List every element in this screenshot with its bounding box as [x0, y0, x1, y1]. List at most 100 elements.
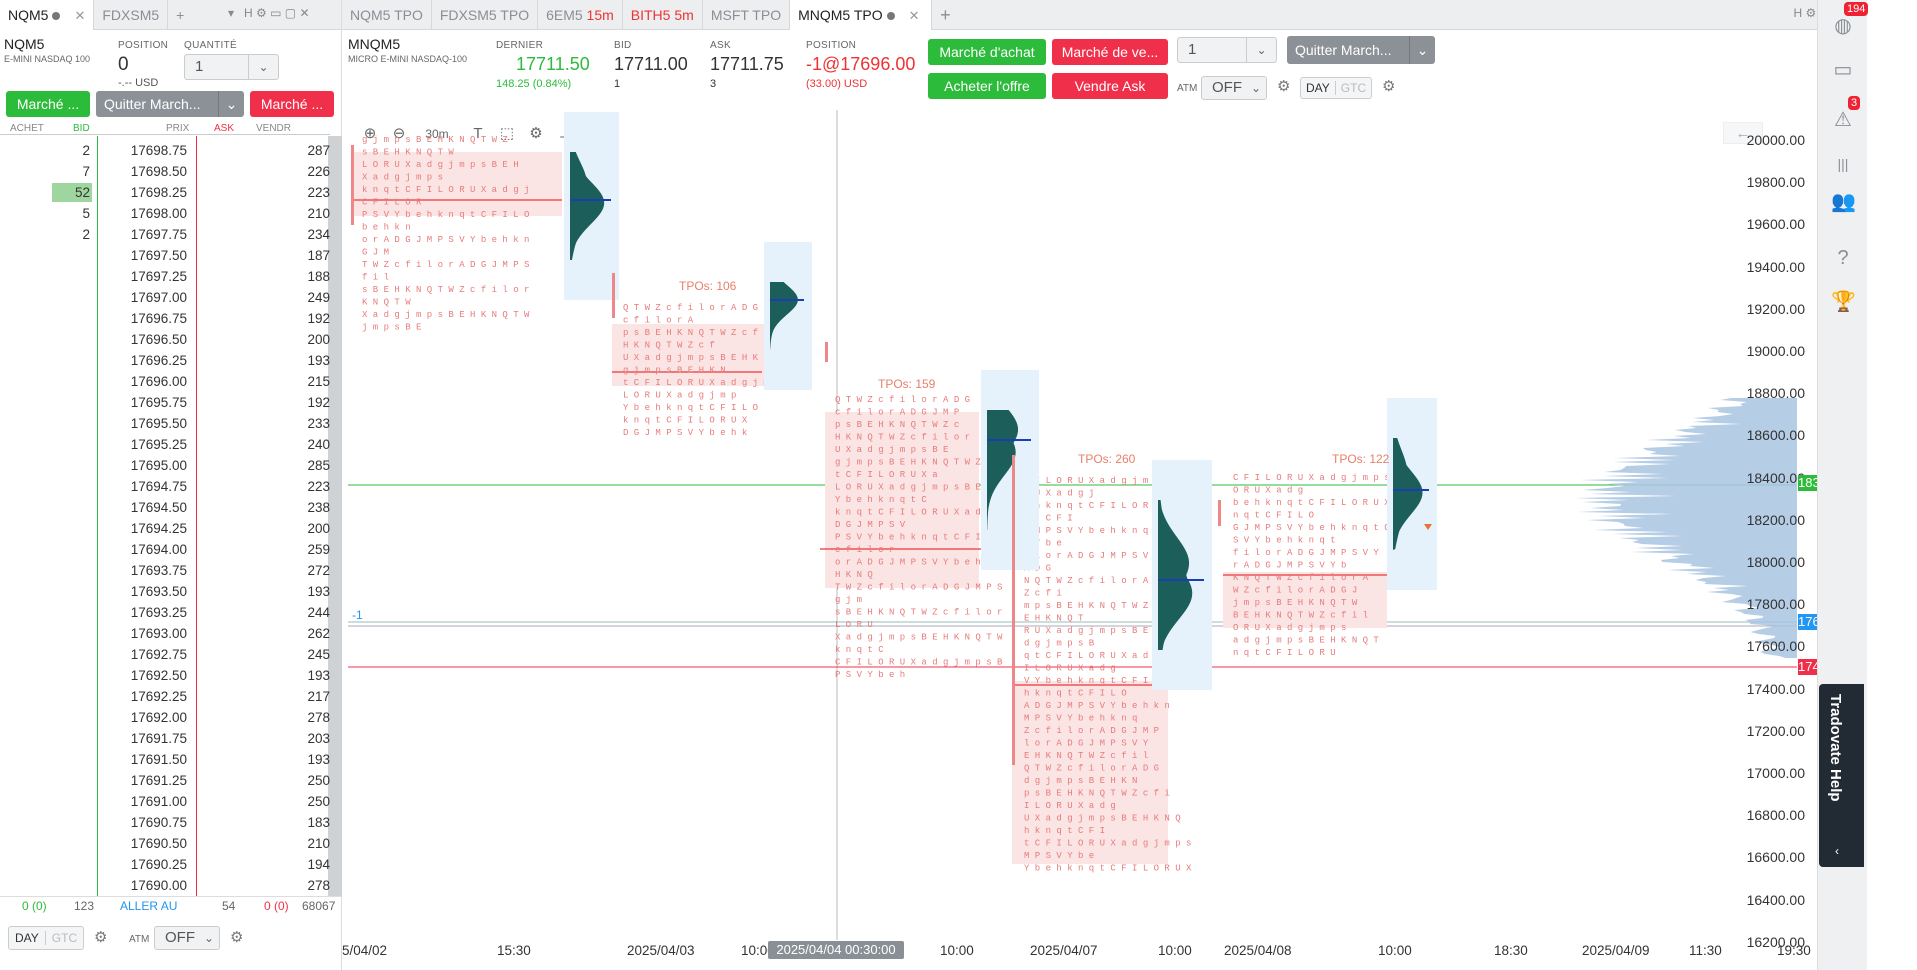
tif-toggle[interactable]: DAY GTC: [8, 926, 84, 950]
chevron-down-icon: ⌄: [1250, 81, 1262, 95]
ladder-row[interactable]: 17693.00 262: [0, 623, 342, 644]
ladder-row[interactable]: 17692.75 245: [0, 644, 342, 665]
add-tab-icon[interactable]: +: [940, 4, 951, 25]
close-icon[interactable]: ✕: [908, 7, 920, 23]
ladder-row[interactable]: 17692.50 193: [0, 665, 342, 686]
buy-market-button[interactable]: Marché d'achat: [928, 39, 1046, 65]
ladder-row[interactable]: 5 17698.00 210: [0, 203, 342, 224]
tpo-letters: H K N Q T W Z c f: [623, 341, 715, 351]
ladder-row[interactable]: 17697.00 249: [0, 287, 342, 308]
tab-msft-tpo[interactable]: MSFT TPO: [703, 0, 791, 30]
tpo-letters: p s B E H K N Q T W Z c f i l: [623, 328, 780, 338]
x-tick-label: 11:30: [1689, 943, 1722, 958]
globe-icon[interactable]: ◍: [1834, 15, 1852, 37]
tpo-letters: Y b e h k n q t C F I L O: [623, 403, 758, 413]
gear-icon[interactable]: ⚙: [94, 929, 108, 946]
ladder-row[interactable]: 17693.25 244: [0, 602, 342, 623]
tpo-letters: h k n q t C F I: [1024, 826, 1105, 836]
buy-bid-button[interactable]: Acheter l'offre: [928, 73, 1046, 99]
ladder-row[interactable]: 17690.25 194: [0, 854, 342, 875]
text-tool-icon[interactable]: T: [473, 125, 483, 142]
back-arrow-icon[interactable]: ←: [1723, 122, 1763, 144]
dom-symbol-sub: E-MINI NASDAQ 100: [4, 54, 91, 64]
ladder-row[interactable]: 17694.00 259: [0, 539, 342, 560]
ladder-row[interactable]: 17691.00 250: [0, 791, 342, 812]
tab-mnqm5-tpo[interactable]: MNQM5 TPO ✕: [790, 0, 933, 30]
tpo-letters: M P S V Y b e h k n q: [1024, 714, 1137, 724]
ladder-row[interactable]: 17696.75 192: [0, 308, 342, 329]
ladder-row[interactable]: 17692.00 278: [0, 707, 342, 728]
ladder-row[interactable]: 17693.75 272: [0, 560, 342, 581]
panel-controls-icon[interactable]: ▾ H ⚙ ▭ ▢ ✕: [228, 6, 310, 20]
ladder-scrollbar[interactable]: [328, 136, 342, 896]
ladder-row[interactable]: 2 17698.75 287: [0, 140, 342, 161]
ladder-row[interactable]: 17695.50 233: [0, 413, 342, 434]
status-dot-icon: [52, 11, 61, 20]
ladder-row[interactable]: 17695.00 285: [0, 455, 342, 476]
tab-nqm5-tpo[interactable]: NQM5 TPO: [342, 0, 432, 30]
atm-select[interactable]: OFF ⌄: [154, 926, 220, 950]
qty-select[interactable]: 1 ⌄: [184, 54, 279, 80]
exit-market-button[interactable]: Quitter March... ⌄: [1287, 36, 1435, 64]
ladder-row[interactable]: 17690.50 210: [0, 833, 342, 854]
tpo-letters: X a d g j m p s B E H K N Q T W: [362, 310, 530, 320]
tpo-letters: L O R U X a d g j m p: [623, 391, 736, 401]
ladder-row[interactable]: 17691.25 250: [0, 770, 342, 791]
help-icon[interactable]: ?: [1837, 247, 1849, 269]
ladder-row[interactable]: 17694.50 238: [0, 497, 342, 518]
sell-ask-button[interactable]: Vendre Ask: [1052, 73, 1168, 99]
ladder-row[interactable]: 17694.25 200: [0, 518, 342, 539]
ladder-row[interactable]: 17696.25 193: [0, 350, 342, 371]
ladder-row[interactable]: 17691.50 193: [0, 749, 342, 770]
gear-icon[interactable]: ⚙: [230, 929, 244, 946]
ladder-row[interactable]: 17697.25 188: [0, 266, 342, 287]
gear-icon[interactable]: ⚙: [1277, 78, 1291, 95]
ladder-row[interactable]: 17694.75 223: [0, 476, 342, 497]
ladder-row[interactable]: 17695.25 240: [0, 434, 342, 455]
ladder-row[interactable]: 17690.00 278: [0, 875, 342, 896]
price-ladder[interactable]: 2 17698.75 287 7 17698.50 226 52 17698.25 223 5 17…: [0, 136, 342, 896]
ladder-row[interactable]: 17697.50 187: [0, 245, 342, 266]
ladder-row[interactable]: 17696.00 215: [0, 371, 342, 392]
ladder-row[interactable]: 17695.75 192: [0, 392, 342, 413]
help-panel-tab[interactable]: Tradovate Help ‹: [1819, 684, 1864, 867]
buy-market-button[interactable]: Marché ...: [6, 91, 90, 117]
add-tab-icon[interactable]: +: [176, 6, 185, 23]
ladder-row[interactable]: 17692.25 217: [0, 686, 342, 707]
sell-market-button[interactable]: Marché ...: [250, 91, 334, 117]
settings-icon[interactable]: ⚙: [529, 125, 543, 142]
ladder-row[interactable]: 17691.75 203: [0, 728, 342, 749]
bars-icon[interactable]: |||: [1837, 156, 1849, 172]
ladder-row[interactable]: 2 17697.75 234: [0, 224, 342, 245]
sell-market-button[interactable]: Marché de ve...: [1052, 39, 1168, 65]
tab-bith5[interactable]: BITH5 5m: [623, 0, 703, 30]
trophy-icon[interactable]: 🏆: [1831, 291, 1856, 313]
close-icon[interactable]: ✕: [74, 7, 86, 23]
select-box-icon[interactable]: ⬚: [499, 125, 515, 142]
timeframe-button[interactable]: 30m: [425, 127, 449, 141]
price-cell: 17692.50: [130, 668, 187, 683]
atm-select[interactable]: OFF ⌄: [1201, 76, 1267, 100]
zoom-in-icon[interactable]: ⊕: [363, 125, 377, 142]
tpo-chart[interactable]: g j m p s B E H K N Q T W Z s B E H K N …: [342, 110, 1867, 970]
chart-qty-select[interactable]: 1 ⌄: [1177, 37, 1277, 63]
tif-toggle[interactable]: DAY GTC: [1300, 77, 1372, 99]
zoom-out-icon[interactable]: ⊖: [392, 125, 406, 142]
ladder-row[interactable]: 52 17698.25 223: [0, 182, 342, 203]
tab-nqm5[interactable]: NQM5 ✕: [0, 0, 95, 30]
ladder-row[interactable]: 17696.50 200: [0, 329, 342, 350]
tab-fdxsm5-tpo[interactable]: FDXSM5 TPO: [432, 0, 539, 30]
tpo-letters: L O R U X a d g j m p s B E H: [362, 160, 519, 170]
chat-icon[interactable]: ▭: [1833, 59, 1853, 81]
ladder-row[interactable]: 17690.75 183: [0, 812, 342, 833]
left-tabbar: NQM5 ✕ FDXSM5 + ▾ H ⚙ ▭ ▢ ✕: [0, 0, 341, 30]
tab-6em5[interactable]: 6EM5 15m: [538, 0, 623, 30]
tab-fdxsm5[interactable]: FDXSM5: [94, 0, 169, 30]
alert-icon[interactable]: ⚠: [1834, 109, 1852, 131]
community-icon[interactable]: 👥: [1831, 191, 1856, 213]
ladder-row[interactable]: 17693.50 193: [0, 581, 342, 602]
gear-icon[interactable]: ⚙: [1382, 78, 1396, 95]
goto-button[interactable]: ALLER AU: [120, 899, 178, 913]
exit-market-button[interactable]: Quitter March... ⌄: [96, 91, 244, 117]
ladder-row[interactable]: 7 17698.50 226: [0, 161, 342, 182]
